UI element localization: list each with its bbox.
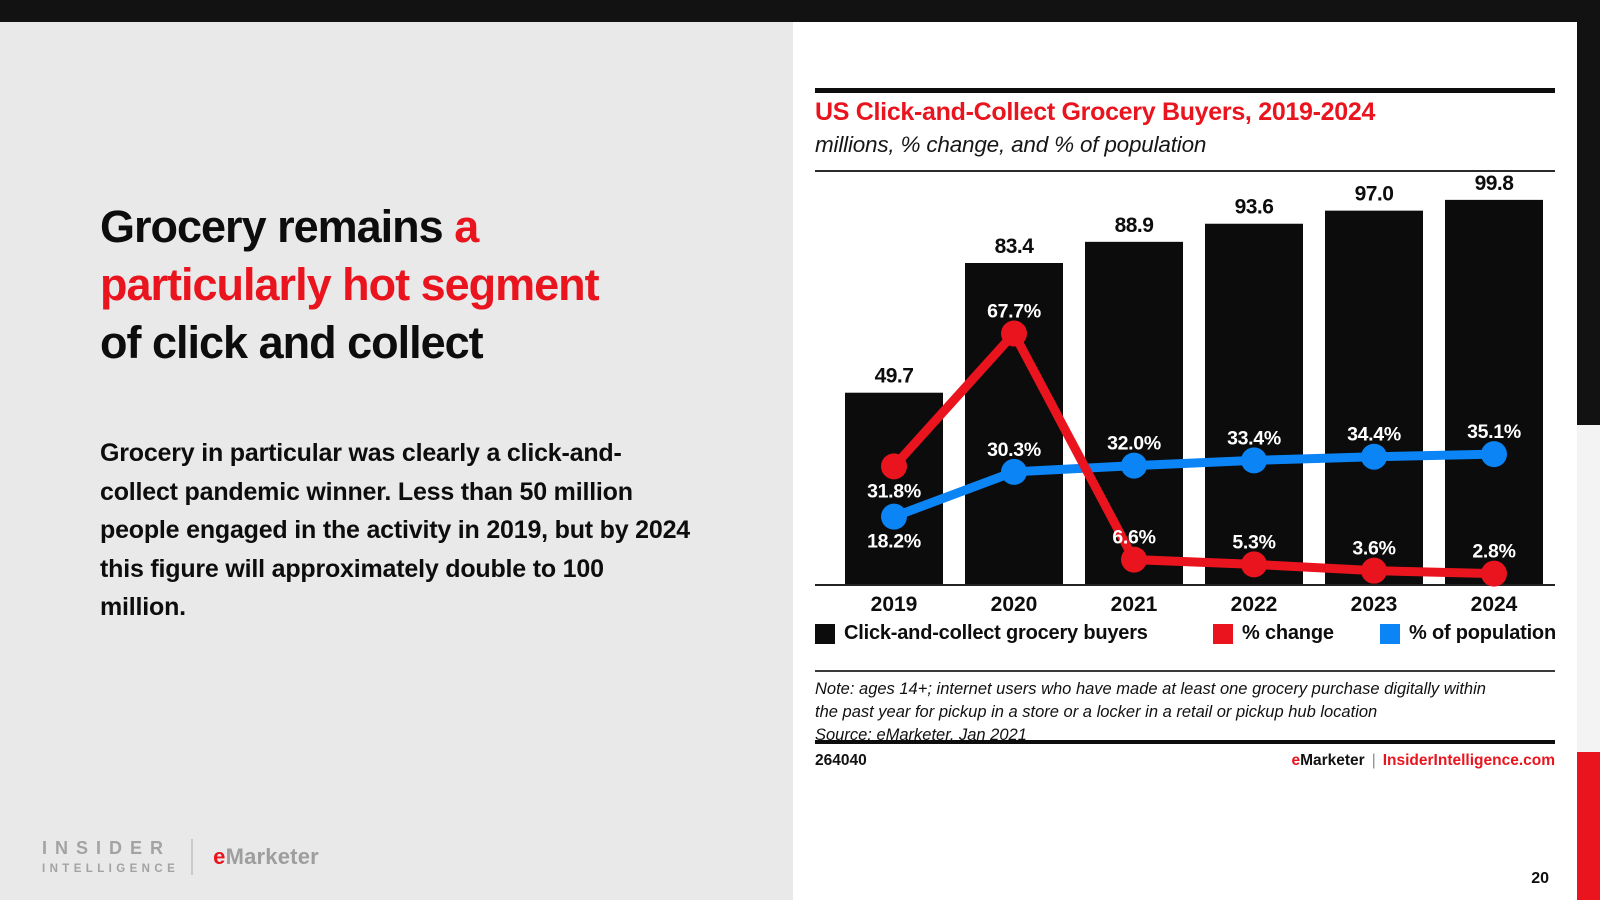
line-dot — [1481, 560, 1507, 587]
chart-bottom-thick-rule — [815, 740, 1555, 744]
footer-separator: | — [1371, 752, 1376, 769]
line-dot — [1241, 551, 1267, 578]
note-line-2: the past year for pickup in a store or a… — [815, 703, 1378, 721]
chart-footer: 264040 eMarketer | InsiderIntelligence.com — [815, 752, 1555, 770]
line-dot — [1361, 443, 1387, 470]
brand-lockup: INSIDER INTELLIGENCE eMarketer — [42, 838, 319, 875]
headline-pre: Grocery remains — [100, 201, 455, 252]
line-value-label: 35.1% — [1467, 421, 1521, 443]
line-value-label: 30.3% — [987, 439, 1041, 461]
line-value-label: 31.8% — [867, 480, 921, 502]
line-dot — [1361, 557, 1387, 584]
note-line-1: Note: ages 14+; internet users who have … — [815, 680, 1486, 698]
chart-figure: 49.7 83.4 88.9 93.6 97.0 99.8 2019 2020 2021 2022… — [815, 172, 1555, 622]
line-dot — [881, 503, 907, 530]
chart-panel-content: US Click-and-Collect Grocery Buyers, 201… — [793, 22, 1577, 900]
legend-item-pct-population: % of population — [1380, 622, 1556, 645]
line-dot — [1121, 546, 1147, 573]
chart-id: 264040 — [815, 752, 867, 769]
slide-headline: Grocery remains a particularly hot segme… — [100, 198, 640, 372]
bar-2022 — [1205, 223, 1303, 585]
source-line: Source: eMarketer, Jan 2021 — [815, 726, 1027, 744]
line-value-label: 2.8% — [1472, 541, 1515, 563]
line-value-label: 67.7% — [987, 301, 1041, 323]
bar-line-chart-svg: 49.7 83.4 88.9 93.6 97.0 99.8 2019 2020 2021 2022… — [815, 172, 1555, 616]
x-axis-label-2019: 2019 — [871, 593, 918, 616]
slide-paragraph: Grocery in particular was clearly a clic… — [100, 439, 690, 621]
chart-title: US Click-and-Collect Grocery Buyers, 201… — [815, 98, 1376, 126]
bar-value-label: 97.0 — [1355, 183, 1394, 206]
chart-legend: Click-and-collect grocery buyers % chang… — [815, 622, 1556, 646]
chart-subtitle: millions, % change, and % of population — [815, 132, 1207, 157]
legend-swatch-blue — [1380, 623, 1400, 644]
legend-label-pct-population: % of population — [1409, 622, 1556, 644]
line-dot — [1481, 441, 1507, 468]
line-value-label: 5.3% — [1232, 531, 1275, 553]
line-dot — [1001, 320, 1027, 347]
line-value-label: 6.6% — [1112, 527, 1155, 549]
x-axis-label-2021: 2021 — [1111, 593, 1158, 616]
line-value-label: 34.4% — [1347, 424, 1401, 446]
pct-population-line — [889, 449, 1499, 522]
left-text-panel — [0, 22, 793, 900]
chart-top-thick-rule — [815, 88, 1555, 93]
chart-note: Note: ages 14+; internet users who have … — [815, 678, 1560, 747]
line-dot — [1001, 458, 1027, 485]
logo-divider — [191, 838, 194, 875]
pct-change-line — [889, 329, 1499, 579]
legend-item-pct-change: % change — [1213, 622, 1334, 645]
top-black-bar — [0, 0, 1600, 22]
chart-top-thin-rule — [815, 170, 1555, 172]
headline-highlight: a particularly hot segment — [100, 201, 600, 310]
bar-value-label: 49.7 — [875, 365, 914, 388]
x-axis-label-2020: 2020 — [991, 593, 1038, 616]
legend-label-buyers: Click-and-collect grocery buyers — [844, 622, 1148, 644]
bar-value-label: 99.8 — [1475, 172, 1515, 195]
emarketer-logo: eMarketer — [213, 844, 319, 870]
bar-2021 — [1085, 241, 1183, 584]
x-axis-label-2023: 2023 — [1351, 593, 1398, 616]
line-value-label: 32.0% — [1107, 433, 1161, 455]
line-dot — [881, 453, 907, 480]
line-dot — [1241, 447, 1267, 474]
x-axis-label-2024: 2024 — [1471, 593, 1518, 616]
chart-note-rule — [815, 670, 1555, 672]
x-axis-line — [815, 584, 1555, 586]
emarketer-logo-e: e — [213, 843, 226, 869]
legend-item-buyers: Click-and-collect grocery buyers — [815, 622, 1148, 645]
bar-2024 — [1445, 199, 1543, 584]
legend-label-pct-change: % change — [1242, 622, 1334, 644]
line-value-label: 18.2% — [867, 531, 921, 553]
edge-strip-red — [1577, 752, 1600, 900]
line-dot — [1121, 452, 1147, 479]
bar-value-label: 83.4 — [995, 235, 1035, 258]
page-number: 20 — [1531, 870, 1549, 887]
edge-strip-gray — [1577, 425, 1600, 752]
x-axis-label-2022: 2022 — [1231, 593, 1278, 616]
bar-value-label: 88.9 — [1115, 214, 1154, 237]
legend-swatch-red — [1213, 623, 1233, 644]
headline-post: of click and collect — [100, 317, 484, 368]
line-value-label: 33.4% — [1227, 427, 1281, 449]
edge-strip-black — [1577, 0, 1600, 425]
insider-intelligence-logo: INSIDER INTELLIGENCE — [42, 838, 179, 875]
footer-brand-e: e — [1291, 752, 1301, 769]
insider-logo-line2: INTELLIGENCE — [42, 863, 180, 875]
insider-logo-line1: INSIDER — [42, 838, 172, 858]
legend-swatch-black — [815, 623, 835, 644]
emarketer-logo-rest: Marketer — [225, 843, 319, 869]
bar-value-label: 93.6 — [1235, 196, 1274, 219]
footer-site-link[interactable]: InsiderIntelligence.com — [1382, 752, 1555, 769]
footer-brand-rest: Marketer — [1300, 752, 1365, 769]
line-value-label: 3.6% — [1352, 538, 1395, 560]
bar-2020 — [965, 262, 1063, 584]
bar-2023 — [1325, 210, 1423, 584]
footer-brand: eMarketer | InsiderIntelligence.com — [1291, 752, 1555, 770]
